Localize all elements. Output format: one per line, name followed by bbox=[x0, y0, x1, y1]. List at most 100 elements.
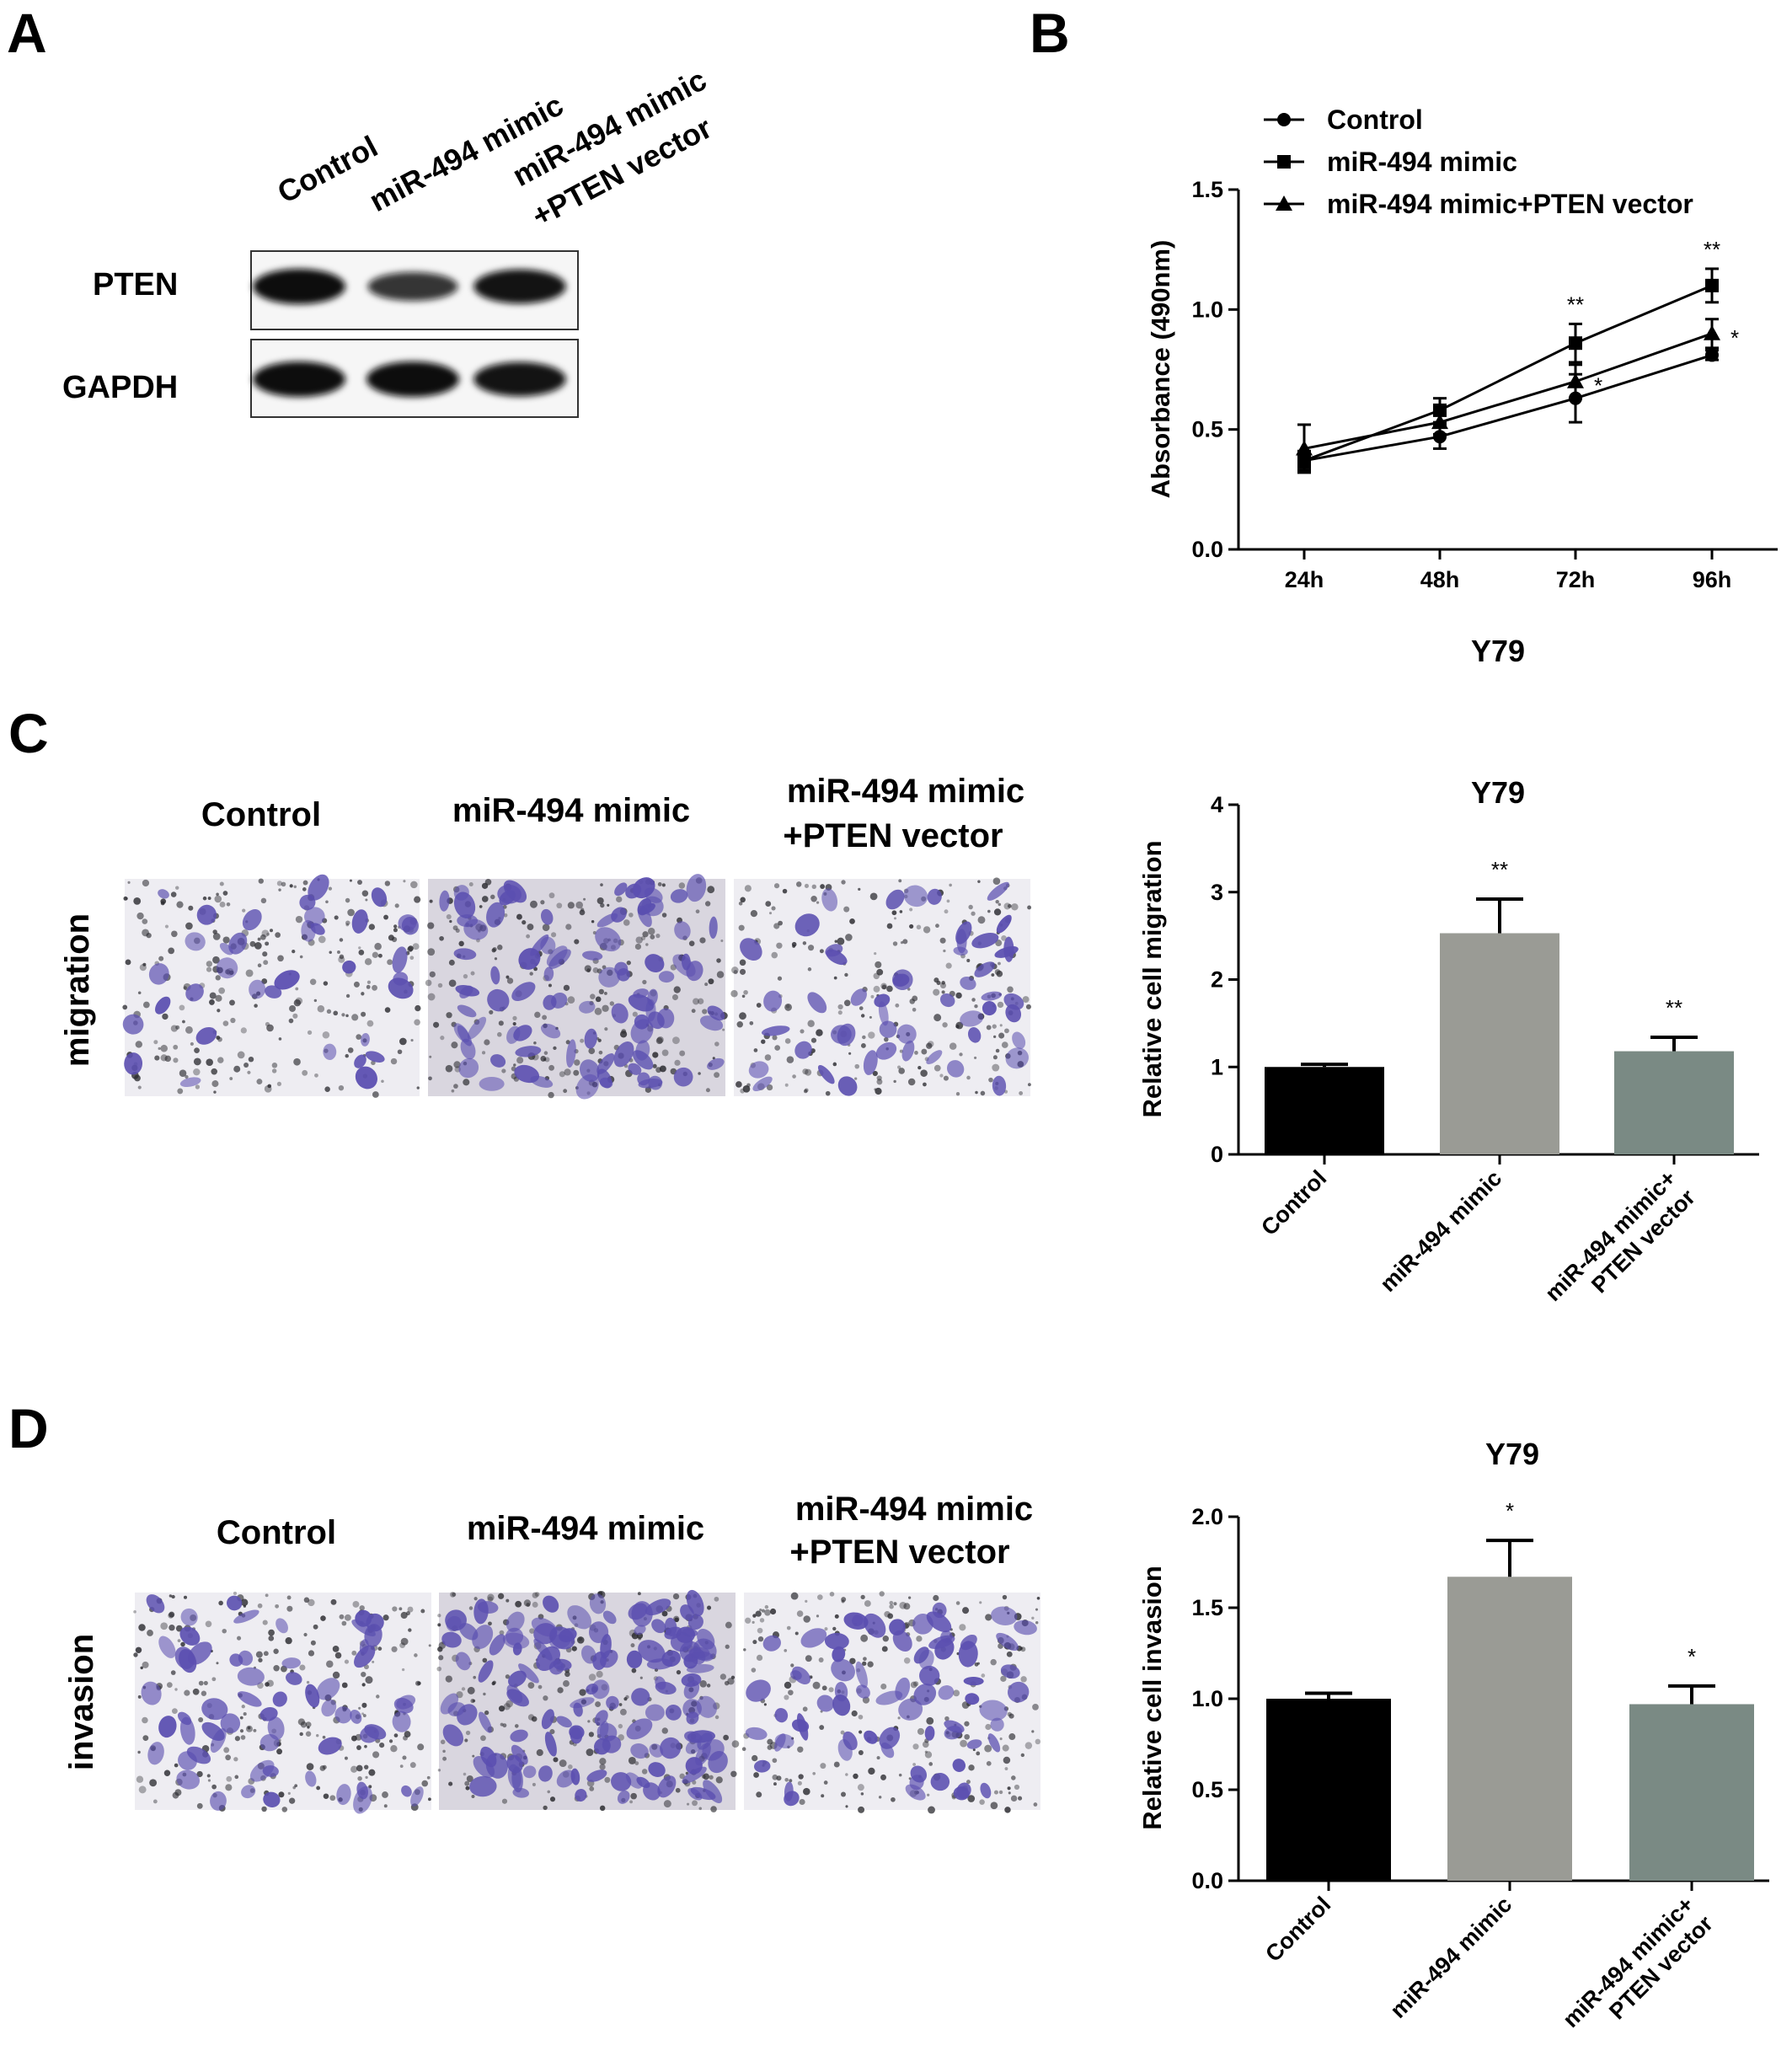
invasion-image-pten-pore bbox=[887, 1613, 894, 1620]
invasion-image-mimic-cell bbox=[522, 1765, 537, 1779]
invasion-image-pten-pore bbox=[927, 1793, 930, 1796]
migration-image-control-pore bbox=[366, 1020, 374, 1027]
migration-image-control-pore bbox=[410, 1038, 414, 1042]
migration-image-control-pore bbox=[194, 1047, 200, 1053]
migration-image-pten-cell bbox=[1005, 1047, 1029, 1069]
migration-image-control-pore bbox=[384, 881, 391, 886]
invasion-image-pten-pore bbox=[898, 1773, 902, 1777]
migration-image-control-pore bbox=[288, 1018, 294, 1024]
invasion-image-control-pore bbox=[265, 1593, 269, 1598]
migration-image-control-pore bbox=[347, 1047, 354, 1053]
migration-image-pten-pore bbox=[802, 941, 807, 945]
migration-image-control-pore bbox=[254, 942, 262, 950]
migration-image-mimic-pore bbox=[481, 882, 489, 889]
panel-label-a: A bbox=[7, 2, 47, 64]
invasion-image-pten-cell bbox=[800, 1628, 827, 1648]
invasion-image-pten-pore bbox=[955, 1601, 960, 1605]
migration-image-pten-pore bbox=[974, 1004, 978, 1009]
migration-image-pten-pore bbox=[917, 1065, 922, 1070]
invasion-image-pten-cell bbox=[919, 1665, 940, 1686]
invasion-image-control-pore bbox=[415, 1680, 421, 1686]
migration-image-control-pore bbox=[365, 898, 368, 902]
invasion-image-mimic-cell bbox=[625, 1772, 643, 1789]
migration-image-mimic-pore bbox=[506, 975, 510, 979]
migration-image-control-pore bbox=[202, 896, 207, 901]
migration-image-mimic-pore bbox=[642, 979, 647, 985]
migration-image-mimic-pore bbox=[698, 1072, 701, 1075]
migration-image-pten-pore bbox=[807, 967, 812, 972]
migration-image-pten-pore bbox=[773, 883, 780, 889]
chart-b-legend-marker-circle bbox=[1277, 113, 1291, 126]
migration-image-control-pore bbox=[256, 1079, 263, 1085]
invasion-image-pten-pore bbox=[794, 1631, 799, 1636]
migration-image-pten-pore bbox=[833, 976, 837, 980]
migration-image-control-pore bbox=[329, 950, 332, 954]
migration-image-mimic-pore bbox=[533, 966, 538, 972]
invasion-image-mimic-pore bbox=[484, 1710, 489, 1716]
invasion-image-pten-pore bbox=[752, 1640, 757, 1645]
chart-b-significance: ** bbox=[1704, 237, 1720, 262]
invasion-image-pten-pore bbox=[857, 1784, 864, 1791]
migration-image-mimic-pore bbox=[540, 900, 545, 905]
migration-image-control-pore bbox=[364, 958, 372, 966]
chart-b-legend-marker-triangle bbox=[1276, 195, 1292, 211]
invasion-image-control-cell bbox=[210, 1791, 227, 1811]
migration-image-pten-pore bbox=[778, 920, 783, 926]
invasion-image-mimic-cell bbox=[703, 1780, 723, 1804]
invasion-image-control-pore bbox=[368, 1769, 376, 1776]
migration-image-mimic-pore bbox=[481, 896, 489, 902]
invasion-image-pten-pore bbox=[998, 1790, 1003, 1795]
invasion-image-mimic-cell bbox=[512, 1787, 530, 1798]
migration-image-pten-pore bbox=[756, 1003, 762, 1008]
invasion-image-pten-pore bbox=[880, 1774, 886, 1780]
migration-image-pten-pore bbox=[968, 904, 973, 910]
migration-image-mimic-pore bbox=[635, 936, 643, 944]
migration-image-pten-cell bbox=[878, 1001, 889, 1026]
invasion-image-mimic-pore bbox=[630, 1643, 635, 1648]
invasion-image-pten-pore bbox=[823, 1780, 828, 1785]
invasion-image-control-pore bbox=[320, 1615, 326, 1621]
migration-image-control-pore bbox=[188, 905, 194, 911]
migration-image-pten-cell bbox=[896, 1024, 917, 1044]
invasion-image-mimic-pore bbox=[661, 1727, 668, 1734]
migration-image-control-pore bbox=[345, 993, 350, 999]
invasion-image-pten-pore bbox=[876, 1756, 880, 1760]
invasion-image-pten-cell bbox=[892, 1630, 912, 1652]
migration-image-mimic-pore bbox=[598, 1050, 603, 1055]
migration-image-pten-pore bbox=[941, 990, 945, 994]
invasion-image-mimic-cell bbox=[626, 1650, 643, 1669]
migration-image-control-pore bbox=[266, 932, 270, 936]
invasion-image-mimic-pore bbox=[440, 1739, 446, 1745]
migration-image-control-cell bbox=[196, 904, 217, 925]
chart-d-ytick-label: 0.5 bbox=[1191, 1777, 1223, 1802]
migration-image-mimic-pore bbox=[652, 1052, 659, 1058]
migration-image-pten-pore bbox=[800, 1029, 805, 1034]
migration-image-control-pore bbox=[292, 950, 296, 954]
invasion-title-pten-line2: +PTEN vector bbox=[789, 1534, 1009, 1571]
migration-image-pten-pore bbox=[736, 1081, 742, 1088]
migration-image-control-pore bbox=[195, 1084, 201, 1090]
invasion-image-mimic-pore bbox=[596, 1670, 603, 1678]
invasion-image-control-cell bbox=[392, 1711, 411, 1732]
migration-image-control-pore bbox=[271, 1062, 278, 1068]
invasion-image-control-cell bbox=[179, 1626, 201, 1646]
invasion-image-mimic-pore bbox=[467, 1686, 475, 1695]
migration-image-mimic-pore bbox=[482, 1051, 486, 1055]
invasion-image-mimic-cell bbox=[648, 1762, 666, 1777]
migration-image-control-pore bbox=[293, 885, 297, 889]
migration-image-mimic-pore bbox=[463, 1079, 470, 1086]
blot-band-gapdh-1 bbox=[366, 361, 459, 397]
invasion-image-control-pore bbox=[359, 1605, 365, 1611]
migration-image-pten-pore bbox=[977, 880, 981, 883]
invasion-image-control-cell bbox=[249, 1759, 275, 1782]
migration-image-control-cell bbox=[195, 1026, 217, 1045]
invasion-image-pten-pore bbox=[913, 1681, 919, 1687]
migration-image-pten-cell bbox=[1005, 1004, 1022, 1023]
invasion-image-mimic-cell bbox=[682, 1766, 707, 1784]
invasion-image-pten-cell bbox=[889, 1619, 906, 1636]
migration-image-mimic-pore bbox=[705, 1088, 710, 1093]
invasion-image-pten-pore bbox=[755, 1610, 762, 1617]
invasion-image-mimic-cell bbox=[696, 1695, 717, 1718]
migration-image-mimic-pore bbox=[567, 996, 575, 1004]
invasion-image-mimic-pore bbox=[672, 1593, 680, 1600]
